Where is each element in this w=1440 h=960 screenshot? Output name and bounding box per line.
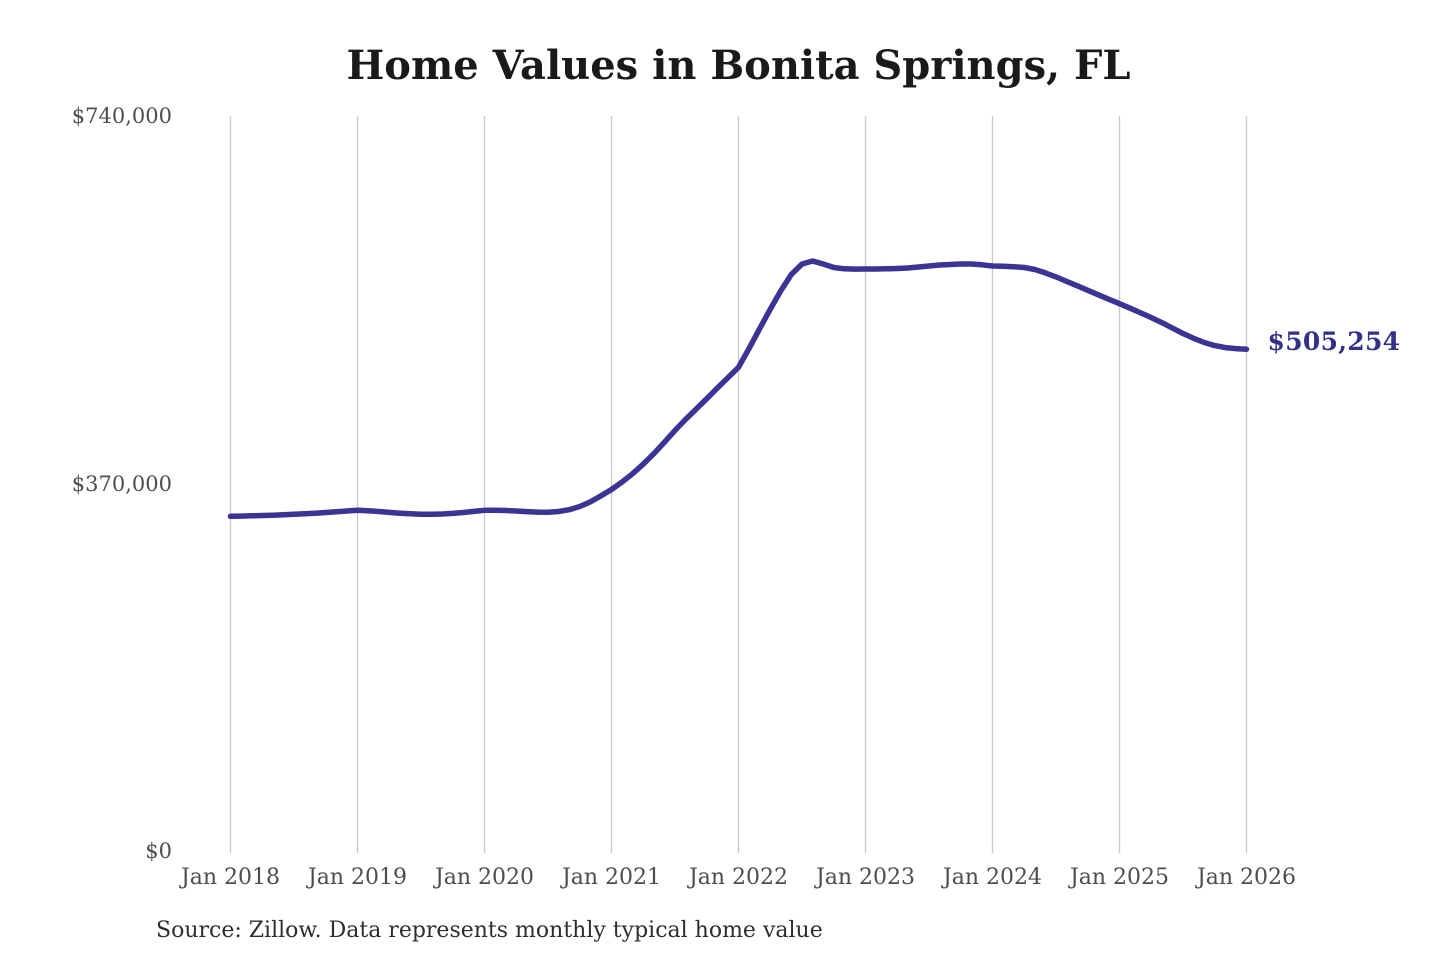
x-axis-tick-label: Jan 2022 [688,865,789,890]
source-note: Source: Zillow. Data represents monthly … [156,918,823,943]
x-axis-tick-label: Jan 2021 [561,865,662,890]
y-axis-tick-label: $740,000 [71,104,172,128]
x-axis-tick-label: Jan 2024 [942,865,1043,890]
y-axis-tick-label: $370,000 [71,471,172,496]
x-axis-tick-label: Jan 2026 [1196,865,1297,890]
x-axis-tick-label: Jan 2025 [1069,865,1170,890]
x-axis-tick-label: Jan 2019 [307,865,408,890]
x-axis-tick-label: Jan 2023 [815,865,916,890]
home-value-line [227,258,1250,520]
y-axis-tick-label: $0 [145,839,172,863]
x-axis-tick-label: Jan 2020 [434,865,535,890]
chart-title: Home Values in Bonita Springs, FL [346,42,1131,89]
end-value-label: $505,254 [1267,327,1401,357]
x-axis-tick-label: Jan 2018 [180,865,281,890]
